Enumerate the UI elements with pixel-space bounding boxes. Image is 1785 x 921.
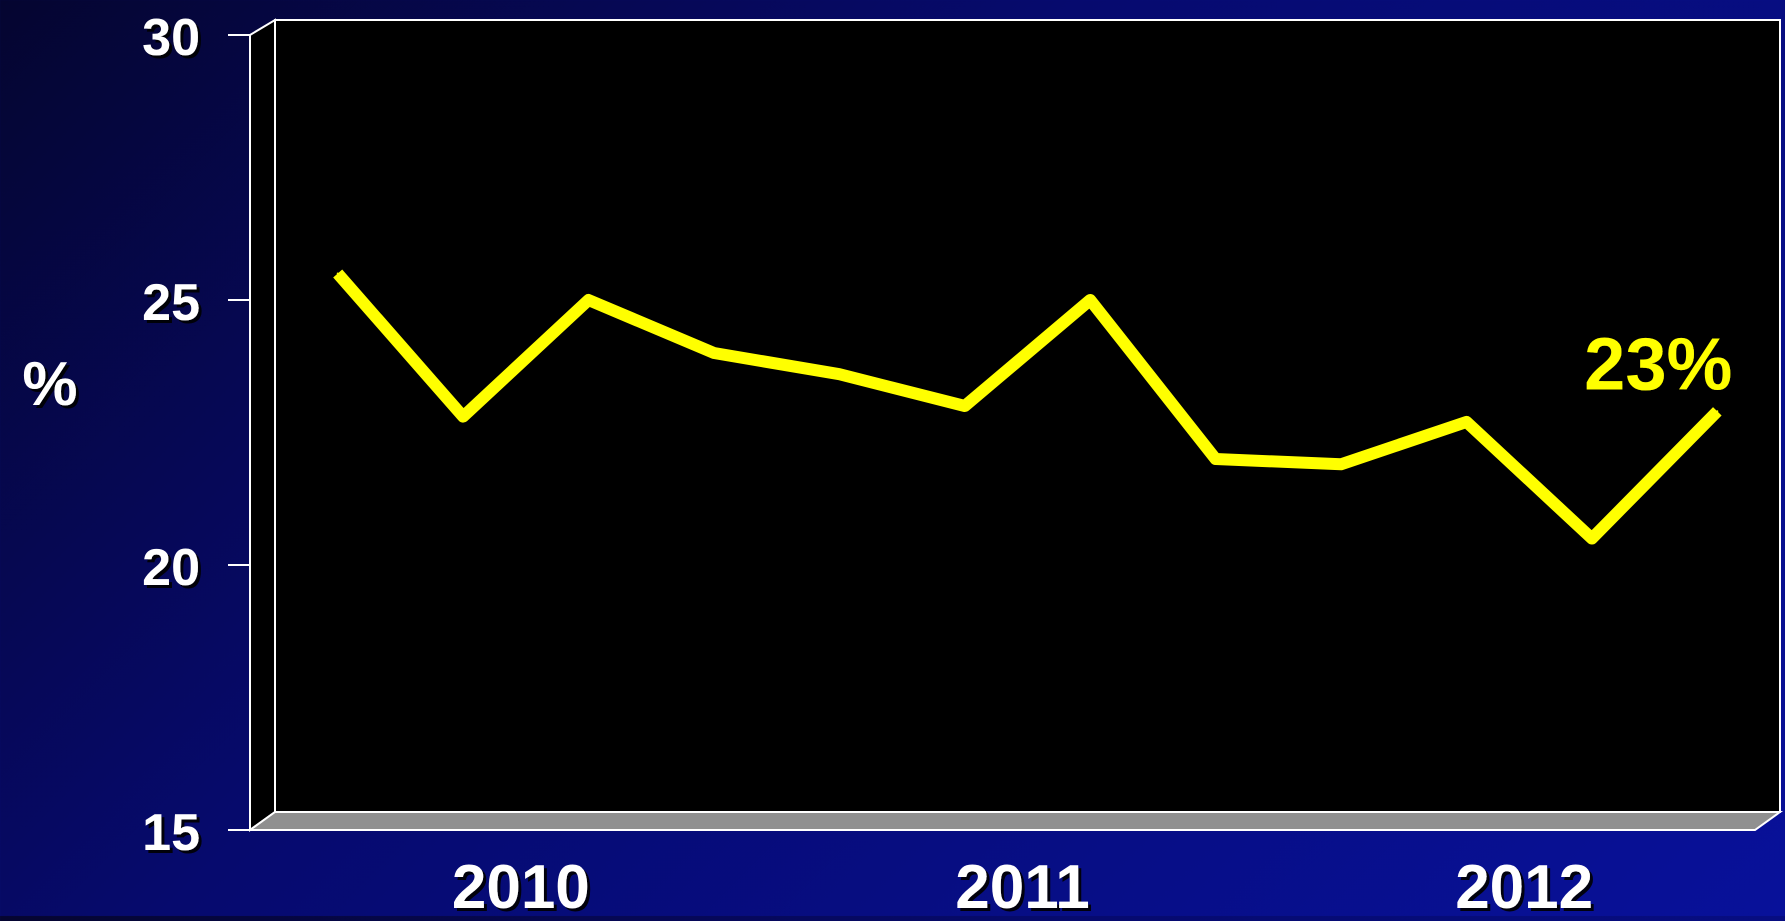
- data-point: [713, 352, 715, 354]
- y-tick-label: 30: [142, 9, 200, 67]
- data-point: [1591, 538, 1593, 540]
- plot-floor: [250, 812, 1780, 830]
- data-point: [462, 416, 464, 418]
- data-point: [1340, 463, 1342, 465]
- year-label: 2011: [955, 853, 1090, 916]
- plot-background: [275, 20, 1780, 812]
- annotation-layer: 23%: [1584, 322, 1732, 405]
- data-point: [1465, 421, 1467, 423]
- y-tick-label: 25: [142, 274, 200, 332]
- data-point: [1716, 410, 1718, 412]
- y-tick-label: 20: [142, 539, 200, 597]
- plot-frame: [250, 20, 1780, 830]
- data-point: [1089, 299, 1091, 301]
- year-label: 2010: [452, 853, 590, 916]
- plot-side-wall: [250, 20, 275, 830]
- end-value-annotation: 23%: [1584, 322, 1732, 405]
- data-point: [964, 405, 966, 407]
- year-label: 2012: [1455, 853, 1593, 916]
- x-axis-year-groups: 2010 2011 2012: [253, 853, 1760, 916]
- y-axis-label: %: [22, 350, 77, 419]
- data-point: [337, 273, 339, 275]
- data-point: [588, 299, 590, 301]
- data-point: [838, 373, 840, 375]
- data-point: [1215, 458, 1217, 460]
- y-axis: 15 20 25 30%: [22, 9, 250, 862]
- y-tick-label: 15: [142, 804, 200, 862]
